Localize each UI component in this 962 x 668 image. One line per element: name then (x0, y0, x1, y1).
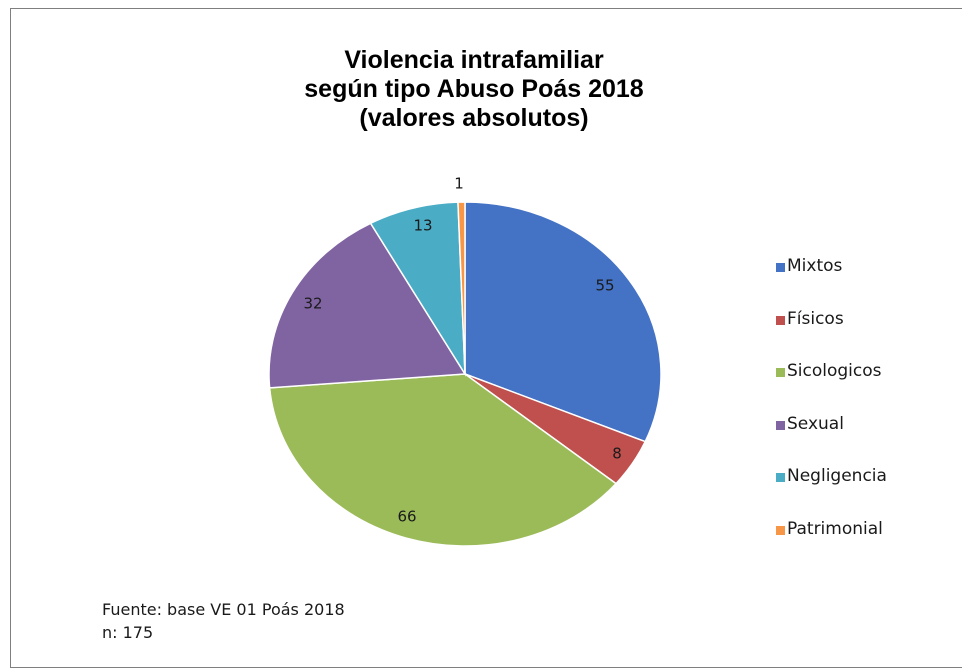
legend-swatch-negligencia (776, 473, 785, 483)
pie-slice-sicologicos (268, 373, 618, 547)
legend-swatch-sicologicos (776, 368, 785, 378)
legend-item-fisicos: Físicos (776, 309, 887, 362)
legend-label-sexual: Sexual (787, 413, 844, 434)
data-label-fisicos: 8 (612, 445, 622, 463)
data-label-sicologicos: 66 (397, 508, 416, 526)
legend-label-negligencia: Negligencia (787, 466, 887, 487)
pie-slice-sexual (268, 222, 467, 389)
legend-label-patrimonial: Patrimonial (787, 518, 883, 539)
pie-slice-patrimonial (457, 201, 466, 375)
chart-title-line-3: (valores absolutos) (359, 104, 589, 132)
legend-label-sicologicos: Sicologicos (787, 361, 882, 382)
source-note: Fuente: base VE 01 Poás 2018 n: 175 (102, 598, 345, 644)
legend-item-sicologicos: Sicologicos (776, 361, 887, 414)
legend-swatch-sexual (776, 420, 785, 430)
legend-item-patrimonial: Patrimonial (776, 519, 887, 572)
data-label-negligencia: 13 (413, 217, 432, 235)
source-text: Fuente: base VE 01 Poás 2018 (102, 600, 345, 619)
legend-item-mixtos: Mixtos (776, 256, 887, 309)
legend-item-sexual: Sexual (776, 414, 887, 467)
chart-title-line-2: según tipo Abuso Poás 2018 (304, 75, 644, 103)
sample-size: n: 175 (102, 623, 154, 642)
legend-item-negligencia: Negligencia (776, 466, 887, 519)
chart-title: Violencia intrafamiliar según tipo Abuso… (0, 46, 956, 133)
legend-label-fisicos: Físicos (787, 308, 844, 329)
legend-swatch-mixtos (776, 263, 785, 272)
chart-title-line-1: Violencia intrafamiliar (344, 46, 604, 74)
chart-legend: Mixtos Físicos Sicologicos Sexual Neglig… (776, 256, 887, 572)
legend-label-mixtos: Mixtos (787, 256, 843, 276)
legend-swatch-fisicos (776, 315, 785, 325)
pie-chart: 55 8 66 32 13 1 (268, 175, 662, 547)
data-label-sexual: 32 (303, 295, 322, 313)
data-label-mixtos: 55 (595, 277, 614, 295)
legend-swatch-patrimonial (776, 525, 785, 535)
pie-slice-mixtos (464, 201, 662, 443)
data-label-patrimonial: 1 (454, 175, 464, 193)
